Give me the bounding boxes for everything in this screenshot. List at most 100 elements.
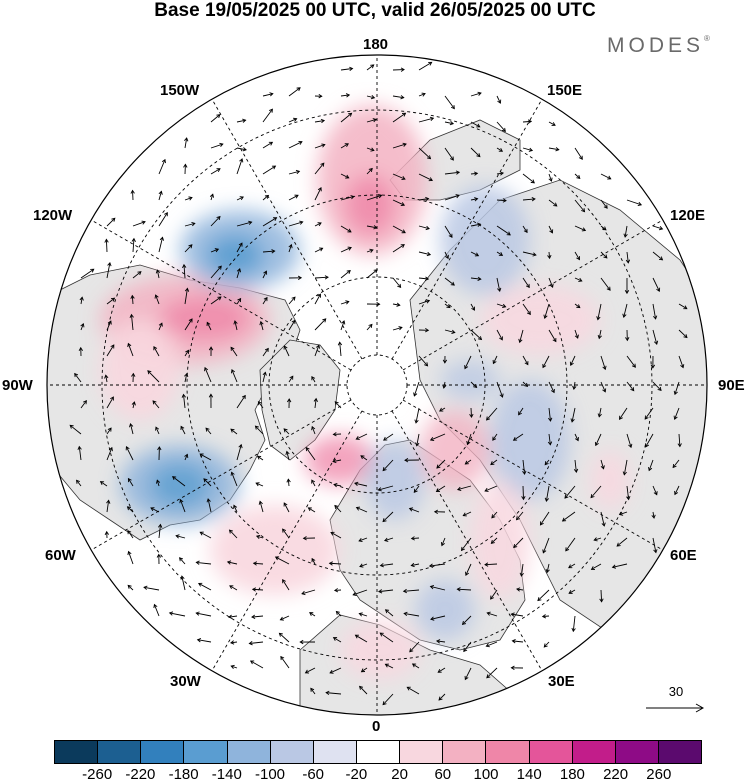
wind-arrow [127, 530, 134, 539]
wind-arrow [340, 225, 352, 233]
wind-arrow [150, 507, 160, 513]
wind-arrow-head [456, 486, 462, 491]
wind-arrow-head [409, 648, 414, 653]
wind-arrow [674, 407, 680, 420]
wind-arrow-head [477, 336, 483, 341]
wind-arrow [255, 482, 264, 487]
wind-arrow [623, 459, 628, 475]
latitude-circle [101, 109, 653, 661]
wind-arrow [612, 563, 628, 568]
wind-arrow-head [410, 536, 415, 541]
wind-arrow [366, 147, 375, 151]
wind-arrow-head [264, 194, 270, 199]
wind-arrow [280, 615, 290, 621]
wind-arrow [496, 172, 504, 175]
wind-arrow-head [568, 564, 573, 569]
wind-arrow-head [484, 487, 489, 492]
wind-arrow-head [378, 194, 383, 199]
wind-arrow [204, 367, 212, 383]
wind-arrow [444, 225, 453, 238]
wind-arrow-head [376, 301, 381, 307]
colorbar-swatch [97, 741, 141, 763]
wind-arrow-head [442, 384, 447, 389]
wind-arrow [624, 225, 628, 238]
wind-arrow [379, 632, 394, 643]
lon-label-60e: 60E [670, 547, 697, 564]
wind-arrow [359, 563, 368, 567]
wind-arrow-head [435, 488, 441, 493]
wind-arrow-head [436, 639, 441, 644]
wind-arrow [542, 355, 550, 368]
wind-vector-field [69, 61, 688, 706]
wind-arrow-head [229, 585, 234, 590]
wind-arrow [404, 612, 420, 617]
wind-arrow [236, 395, 246, 409]
wind-arrow [179, 557, 186, 565]
wind-arrow [69, 424, 82, 435]
wind-arrow-head [461, 620, 467, 626]
wind-arrow [600, 511, 605, 527]
wind-arrow-head [543, 314, 548, 319]
wind-arrow-head [295, 169, 301, 175]
wind-arrow-head [499, 336, 503, 341]
wind-arrow [251, 615, 264, 618]
wind-arrow [619, 407, 628, 420]
wind-arrow-head [205, 427, 210, 432]
wind-arrow-head [492, 436, 497, 441]
colorbar-tick-label: -140 [211, 766, 242, 783]
wind-arrow-head [656, 287, 661, 292]
wind-arrow [486, 641, 498, 647]
wind-arrow [158, 159, 166, 175]
wind-arrow-head [251, 614, 256, 619]
wind-arrow-head [377, 487, 382, 492]
wind-arrow-head [334, 504, 339, 509]
wind-arrow [645, 433, 654, 448]
wind-arrow-head [421, 92, 426, 97]
wind-arrow [106, 262, 111, 279]
wind-arrow [354, 482, 368, 487]
wind-arrow-head [318, 93, 323, 99]
colorbar [54, 740, 702, 764]
wind-arrow [358, 537, 368, 542]
wind-arrow [522, 225, 528, 233]
wind-arrow [519, 329, 524, 343]
wind-arrow [253, 562, 264, 565]
wind-arrow-head [552, 338, 557, 343]
wind-arrow-head [491, 514, 496, 519]
wind-arrow [329, 667, 342, 674]
wind-arrow [353, 589, 368, 596]
wind-arrow [184, 318, 193, 331]
wind-arrow-head [572, 385, 577, 390]
modes-logo: MODES® [607, 34, 710, 58]
wind-arrow [444, 329, 455, 333]
anomaly-negative [365, 440, 425, 520]
wind-arrow-head [309, 612, 314, 616]
wind-arrow-head [155, 269, 161, 274]
wind-arrow-head [299, 220, 304, 225]
wind-arrow [444, 277, 455, 286]
wind-arrow-head [107, 427, 112, 432]
wind-arrow-head [274, 556, 280, 561]
wind-arrow-head [286, 478, 291, 483]
wind-arrow [181, 576, 186, 591]
wind-arrow-head [289, 375, 294, 380]
wind-arrow [457, 588, 472, 591]
wind-arrow [626, 485, 630, 500]
wind-arrow-head [238, 242, 243, 247]
wind-arrow [648, 459, 654, 471]
wind-arrow-head [154, 294, 159, 299]
wind-arrow [196, 561, 212, 565]
wind-arrow [600, 225, 607, 231]
wind-arrow [562, 511, 576, 522]
wind-arrow [652, 537, 657, 553]
wind-arrow-head [485, 643, 490, 648]
wind-arrow-head [302, 536, 307, 541]
anomaly-positive [480, 285, 600, 355]
wind-arrow [623, 303, 628, 318]
wind-arrow-head [524, 361, 529, 366]
wind-arrow-head [131, 237, 136, 242]
wind-arrow-head [217, 296, 222, 301]
wind-arrow-head [288, 243, 293, 249]
wind-arrow-head [424, 328, 430, 333]
wind-arrow-head [345, 300, 350, 305]
